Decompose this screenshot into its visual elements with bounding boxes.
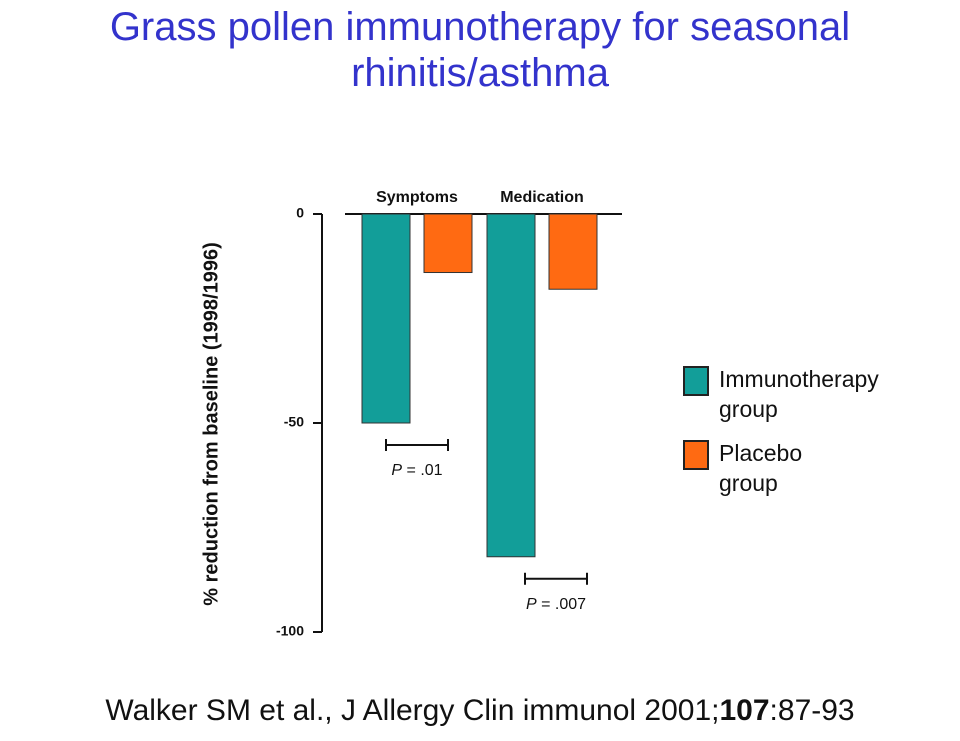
legend: Immunotherapy group Placebo group [683, 364, 879, 512]
bar [486, 213, 536, 558]
chart-title: Grass pollen immunotherapy for seasonal … [109, 5, 851, 95]
legend-label: Placebo group [719, 440, 803, 496]
legend-swatch [683, 440, 709, 470]
p-symbol: P [391, 462, 402, 479]
p-symbol: P [526, 596, 537, 613]
p-value: P = .007 [526, 596, 586, 613]
bar [423, 213, 473, 274]
citation-pages: :87-93 [769, 694, 855, 727]
legend-swatch [683, 366, 709, 396]
p-value: P = .01 [391, 462, 442, 479]
legend-item: Immunotherapy group [683, 364, 879, 424]
p-text: = .01 [407, 462, 443, 479]
legend-label: Immunotherapy group [719, 366, 879, 422]
citation: Walker SM et al., J Allergy Clin immunol… [0, 694, 960, 728]
x-tick-label: Medication [500, 189, 584, 206]
y-tick-label: -100 [276, 623, 304, 639]
x-tick-label: Symptoms [376, 189, 458, 206]
legend-item: Placebo group [683, 438, 879, 498]
p-text: = .007 [541, 596, 586, 613]
bar [361, 213, 411, 424]
citation-volume: 107 [719, 694, 770, 727]
y-axis-label: % reduction from baseline (1998/1996) [200, 242, 222, 605]
citation-text: Walker SM et al., J Allergy Clin immunol… [105, 694, 720, 727]
y-tick-label: -50 [284, 414, 304, 430]
bar [548, 213, 598, 290]
y-tick-label: 0 [296, 205, 304, 221]
